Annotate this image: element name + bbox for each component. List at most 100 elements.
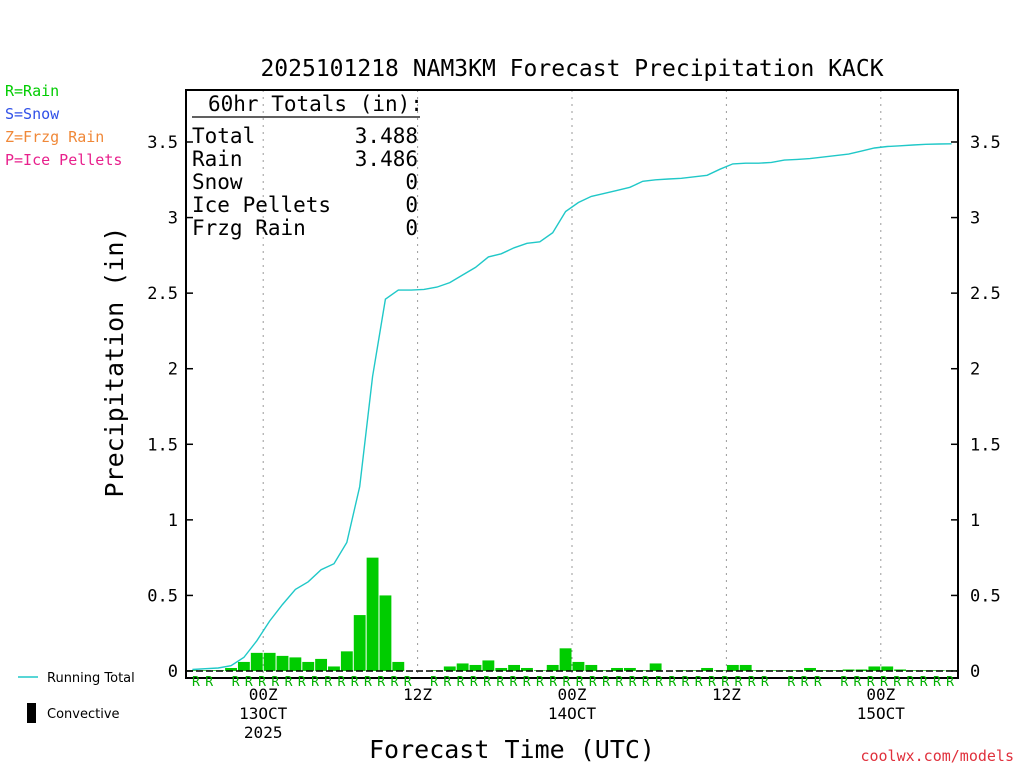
credit-text: coolwx.com/models [860,747,1014,765]
totals-label-4: Frzg Rain [192,216,306,240]
ytick-label-left-5: 2.5 [147,284,178,304]
precip-type-legend-0: R=Rain [5,82,59,100]
totals-heading: 60hr Totals (in): [208,92,423,116]
ytick-label-right-5: 2.5 [970,284,1001,304]
ytick-label-left-2: 1 [168,511,178,531]
totals-value-0: 3.488 [355,124,418,148]
plot-frame [185,89,959,679]
xtick-label-0-0: 00Z [249,685,278,704]
precip-bar-13 [353,615,366,671]
precip-bar-36 [649,663,662,671]
precip-bar-54 [881,666,894,671]
precip-bar-6 [263,652,276,671]
totals-value-2: 0 [405,170,418,194]
precip-type-legend: R=Rain S=Snow Z=Frzg Rain P=Ice Pellets [5,82,122,169]
precip-type-legend-2: Z=Frzg Rain [5,128,104,146]
totals-label-1: Rain [192,147,243,171]
series-legend: Running Total Convective [18,671,135,723]
xtick-label-0-2: 2025 [244,723,283,742]
precip-bar-50 [829,670,842,671]
xtick-label-3-0: 12Z [712,685,741,704]
ytick-label-left-7: 3.5 [147,133,178,153]
running-total-legend-label: Running Total [47,671,135,686]
xtick-label-1-0: 12Z [403,685,432,704]
precip-bar-1 [199,670,212,671]
precip-bar-4 [237,661,250,671]
chart-title: 2025101218 NAM3KM Forecast Precipitation… [260,56,883,82]
precip-bar-10 [315,658,328,671]
totals-value-4: 0 [405,216,418,240]
precip-bar-29 [559,648,572,671]
totals-rows: Total 3.488 Rain 3.486 Snow 0 Ice Pellets 0 Frzg… [192,124,418,240]
y-axis-right: 0 0.5 1 1.5 2 2.5 3 3.5 [951,133,1001,682]
y-axis-title: Precipitation (in) [100,227,129,498]
totals-label-2: Snow [192,170,243,194]
ytick-label-right-6: 3 [970,209,980,229]
precip-bar-24 [495,667,508,671]
xtick-label-2-0: 00Z [558,685,587,704]
precip-bar-5 [250,652,263,671]
precip-bar-40 [701,667,714,671]
ytick-label-left-3: 1.5 [147,435,178,455]
precip-bar-12 [340,651,353,671]
precip-bar-11 [328,666,340,671]
ytick-label-left-1: 0.5 [147,586,178,606]
precip-bar-30 [572,661,585,671]
precip-bar-25 [508,664,521,671]
xtick-label-4-0: 00Z [866,685,895,704]
xtick-label-0-1: 13OCT [239,704,288,723]
precip-bar-31 [585,664,598,671]
precip-type-legend-1: S=Snow [5,105,60,123]
vertical-gridlines [262,90,882,678]
precip-bar-43 [739,664,752,671]
ytick-label-left-0: 0 [168,662,178,682]
precip-bar-48 [804,667,816,671]
totals-value-3: 0 [405,193,418,217]
ytick-label-right-1: 0.5 [970,586,1001,606]
ytick-label-right-3: 1.5 [970,435,1001,455]
precip-bar-51 [842,669,855,671]
convective-swatch [27,703,36,723]
precip-bar-34 [623,667,636,671]
ytick-label-right-4: 2 [970,360,980,380]
convective-legend-label: Convective [47,707,120,722]
precip-bar-33 [611,667,623,671]
ytick-label-right-0: 0 [970,662,980,682]
ytick-label-right-7: 3.5 [970,133,1001,153]
precip-bar-15 [379,595,392,671]
precip-bar-57 [919,670,932,671]
precip-bar-46 [778,670,791,671]
precip-bar-32 [598,670,611,671]
precip-bar-22 [469,664,482,671]
precip-bar-3 [225,667,237,671]
precip-bar-14 [366,557,379,671]
ytick-label-left-4: 2 [168,360,178,380]
precip-bar-26 [521,667,533,671]
totals-value-1: 3.486 [355,147,418,171]
precip-bar-20 [443,666,456,671]
precip-type-legend-3: P=Ice Pellets [5,151,122,169]
precip-bar-53 [868,666,881,671]
precip-bar-9 [302,661,315,671]
totals-label-3: Ice Pellets [192,193,331,217]
precip-bar-8 [289,657,302,671]
totals-box: 60hr Totals (in): Total 3.488 Rain 3.486 Sno… [192,92,423,240]
precip-bar-42 [726,664,739,671]
ytick-label-left-6: 3 [168,209,178,229]
xtick-label-4-1: 15OCT [857,704,906,723]
x-axis-title: Forecast Time (UTC) [369,735,655,764]
totals-label-0: Total [192,124,255,148]
precip-bar-16 [392,661,405,671]
y-axis-left: 0 0.5 1 1.5 2 2.5 3 3.5 [147,133,193,682]
precip-bar-55 [894,669,907,671]
running-total-line [192,143,952,671]
precip-bar-23 [482,660,495,671]
precip-bar-39 [688,670,701,671]
precip-bar-28 [546,664,559,671]
xtick-label-2-1: 14OCT [548,704,597,723]
ytick-label-right-2: 1 [970,511,980,531]
precip-bar-52 [855,669,868,671]
precip-bar-7 [276,655,289,671]
